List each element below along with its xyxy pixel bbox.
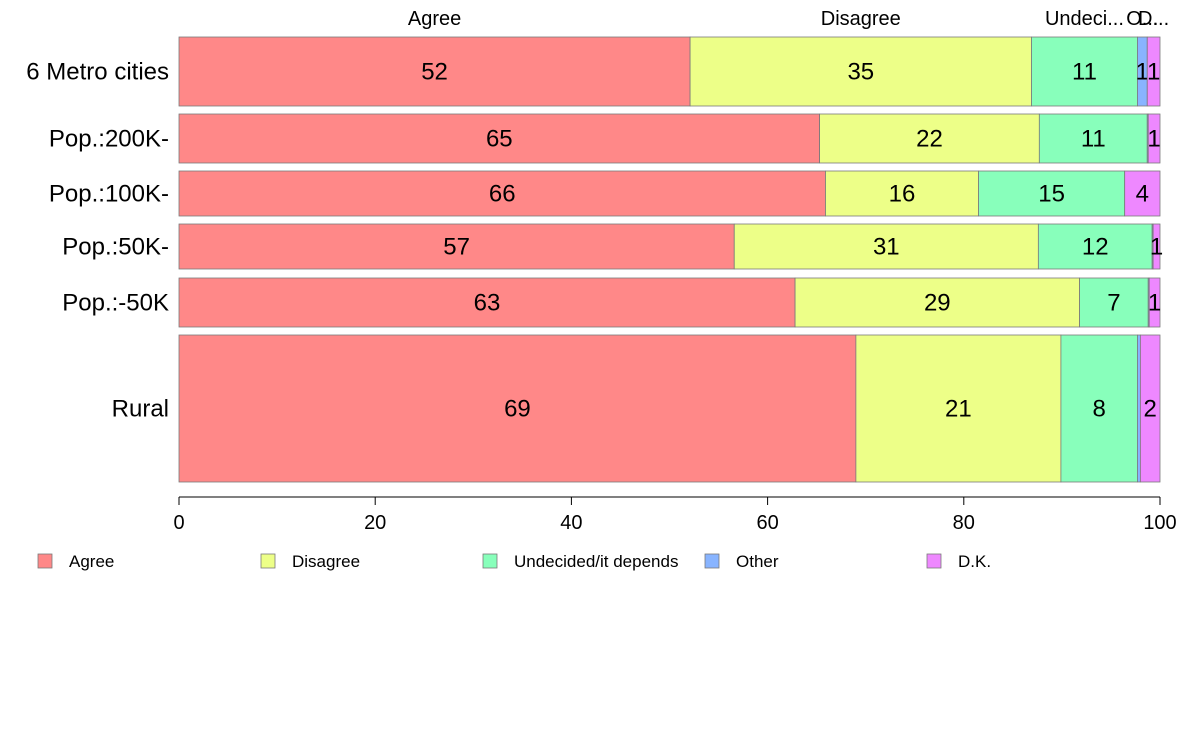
data-label-disagree-6-metro-cities: 35 bbox=[847, 59, 874, 86]
bar-agree-pop-50k bbox=[178, 223, 735, 270]
data-label-d-k-pop-50k: 1 bbox=[1150, 234, 1163, 261]
data-label-undecided-it-depends-pop-50k: 7 bbox=[1107, 290, 1120, 317]
bar-disagree-6-metro-cities bbox=[689, 36, 1032, 107]
x-tick-label-80: 80 bbox=[953, 512, 975, 534]
data-label-other-6-metro-cities: 1 bbox=[1136, 59, 1149, 86]
x-tick-label-40: 40 bbox=[560, 512, 582, 534]
bar-undecided-it-depends-pop-200k bbox=[1038, 113, 1148, 164]
data-label-undecided-it-depends-6-metro-cities: 11 bbox=[1072, 59, 1097, 86]
data-label-d-k-pop-100k: 4 bbox=[1136, 181, 1149, 208]
top-label-d-k: D... bbox=[1138, 8, 1169, 30]
category-label-pop-100k: Pop.:100K- bbox=[49, 181, 169, 208]
bar-undecided-it-depends-rural bbox=[1060, 334, 1138, 483]
legend-label-undecided-it-depends: Undecided/it depends bbox=[514, 552, 678, 571]
legend-swatch-other bbox=[704, 553, 720, 569]
data-label-undecided-it-depends-pop-100k: 15 bbox=[1038, 181, 1065, 208]
top-label-agree: Agree bbox=[408, 8, 461, 30]
bar-d-k-pop-50k bbox=[1148, 277, 1161, 328]
legend-label-disagree: Disagree bbox=[292, 552, 360, 571]
data-label-agree-pop-200k: 65 bbox=[486, 126, 513, 153]
legend-swatch-agree bbox=[37, 553, 53, 569]
data-label-disagree-rural: 21 bbox=[945, 396, 972, 423]
bar-disagree-pop-100k bbox=[825, 170, 979, 217]
x-tick-label-0: 0 bbox=[173, 512, 184, 534]
bar-agree-pop-100k bbox=[178, 170, 826, 217]
top-label-undecided-it-depends: Undeci... bbox=[1045, 8, 1124, 30]
bar-d-k-pop-50k bbox=[1152, 223, 1161, 270]
data-label-undecided-it-depends-pop-200k: 11 bbox=[1081, 126, 1106, 153]
legend-label-d-k: D.K. bbox=[958, 552, 991, 571]
data-label-agree-6-metro-cities: 52 bbox=[421, 59, 448, 86]
data-label-agree-pop-50k: 57 bbox=[443, 234, 470, 261]
bar-undecided-it-depends-pop-100k bbox=[978, 170, 1126, 217]
bar-disagree-pop-50k bbox=[794, 277, 1080, 328]
top-label-other: O... bbox=[1126, 8, 1158, 30]
bar-agree-6-metro-cities bbox=[178, 36, 691, 107]
bar-disagree-pop-50k bbox=[733, 223, 1039, 270]
category-label-pop-50k: Pop.:50K- bbox=[62, 234, 169, 261]
data-label-disagree-pop-100k: 16 bbox=[889, 181, 916, 208]
data-label-agree-rural: 69 bbox=[504, 396, 531, 423]
data-label-agree-pop-50k: 63 bbox=[474, 290, 501, 317]
category-label-6-metro-cities: 6 Metro cities bbox=[26, 59, 169, 86]
data-label-d-k-6-metro-cities: 1 bbox=[1147, 59, 1160, 86]
data-label-disagree-pop-200k: 22 bbox=[916, 126, 943, 153]
legend-swatch-disagree bbox=[260, 553, 276, 569]
legend-label-other: Other bbox=[736, 552, 779, 571]
legend-label-agree: Agree bbox=[69, 552, 114, 571]
category-label-pop-200k: Pop.:200K- bbox=[49, 126, 169, 153]
bar-undecided-it-depends-6-metro-cities bbox=[1031, 36, 1138, 107]
bar-disagree-pop-200k bbox=[819, 113, 1040, 164]
data-label-undecided-it-depends-pop-50k: 12 bbox=[1082, 234, 1109, 261]
top-label-disagree: Disagree bbox=[821, 8, 901, 30]
bar-d-k-pop-100k bbox=[1124, 170, 1161, 217]
bar-agree-pop-50k bbox=[178, 277, 796, 328]
data-label-agree-pop-100k: 66 bbox=[489, 181, 516, 208]
data-label-disagree-pop-50k: 29 bbox=[924, 290, 951, 317]
x-tick-label-100: 100 bbox=[1143, 512, 1176, 534]
data-label-d-k-rural: 2 bbox=[1144, 396, 1157, 423]
bar-d-k-6-metro-cities bbox=[1146, 36, 1161, 107]
bar-agree-rural bbox=[178, 334, 857, 483]
bar-undecided-it-depends-pop-50k bbox=[1037, 223, 1153, 270]
category-label-pop-50k: Pop.:-50K bbox=[62, 290, 169, 317]
data-label-d-k-pop-50k: 1 bbox=[1148, 290, 1161, 317]
data-label-d-k-pop-200k: 1 bbox=[1147, 126, 1160, 153]
legend-swatch-d-k bbox=[926, 553, 942, 569]
bar-d-k-rural bbox=[1139, 334, 1161, 483]
bar-d-k-pop-200k bbox=[1147, 113, 1161, 164]
bar-undecided-it-depends-pop-50k bbox=[1079, 277, 1149, 328]
bar-other-rural bbox=[1137, 334, 1141, 483]
bar-disagree-rural bbox=[855, 334, 1062, 483]
category-label-rural: Rural bbox=[112, 396, 169, 423]
data-label-undecided-it-depends-rural: 8 bbox=[1092, 396, 1105, 423]
data-label-disagree-pop-50k: 31 bbox=[873, 234, 900, 261]
x-tick-label-20: 20 bbox=[364, 512, 386, 534]
x-tick-label-60: 60 bbox=[756, 512, 778, 534]
legend-swatch-undecided-it-depends bbox=[482, 553, 498, 569]
